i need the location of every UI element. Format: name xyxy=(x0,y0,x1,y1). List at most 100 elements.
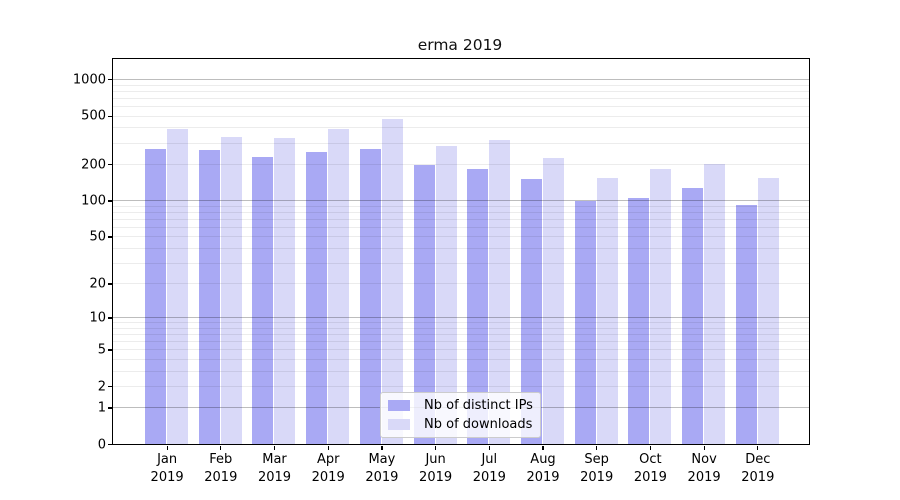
y-tick-mark xyxy=(108,444,112,446)
bar-distinct-ips-sep xyxy=(574,201,596,444)
y-tick-mark xyxy=(108,407,112,409)
minor-gridline xyxy=(113,142,809,144)
bar-downloads-oct xyxy=(650,169,672,444)
bar-downloads-mar xyxy=(274,137,296,444)
minor-gridline xyxy=(113,226,809,228)
x-tick-mark xyxy=(649,446,652,451)
minor-gridline xyxy=(113,359,809,360)
minor-gridline xyxy=(113,106,809,108)
bar-distinct-ips-aug xyxy=(520,178,542,444)
x-tick-label: Feb 2019 xyxy=(204,452,238,485)
minor-gridline xyxy=(113,205,809,207)
x-tick-mark xyxy=(220,446,222,451)
x-tick-label: Sep 2019 xyxy=(580,452,614,485)
y-tick-mark xyxy=(108,349,112,351)
bar-downloads-aug xyxy=(542,157,564,444)
legend: Nb of distinct IPs Nb of downloads xyxy=(380,392,541,438)
bar-distinct-ips-oct xyxy=(628,197,650,444)
y-tick-mark xyxy=(108,163,112,166)
x-tick-label: Oct 2019 xyxy=(633,452,667,485)
bar-distinct-ips-jun xyxy=(413,164,435,444)
y-tick-mark xyxy=(108,317,112,319)
x-tick-mark xyxy=(703,446,705,451)
bar-downloads-apr xyxy=(328,128,350,444)
minor-gridline xyxy=(113,97,809,99)
minor-gridline xyxy=(113,247,809,249)
minor-gridline xyxy=(113,127,809,129)
minor-gridline xyxy=(113,163,809,165)
minor-gridline xyxy=(113,115,809,117)
bar-distinct-ips-mar xyxy=(252,156,274,444)
legend-label-downloads: Nb of downloads xyxy=(424,417,533,432)
legend-label-distinct-ips: Nb of distinct IPs xyxy=(424,398,533,413)
minor-gridline xyxy=(113,385,809,387)
legend-entry-downloads: Nb of downloads xyxy=(388,416,533,433)
legend-swatch-distinct-ips-icon xyxy=(388,400,410,411)
bar-distinct-ips-may xyxy=(359,148,381,444)
bar-downloads-feb xyxy=(220,136,242,444)
y-tick-mark xyxy=(108,79,112,81)
x-tick-label: May 2019 xyxy=(365,452,399,485)
x-tick-mark xyxy=(435,446,437,451)
y-tick-mark xyxy=(108,236,112,238)
x-tick-label: Aug 2019 xyxy=(526,452,560,485)
x-tick-label: Jun 2019 xyxy=(419,452,453,485)
minor-gridline xyxy=(113,322,809,324)
bar-distinct-ips-jul xyxy=(467,169,489,444)
plot-area xyxy=(112,58,810,445)
chart-title: erma 2019 xyxy=(417,36,503,54)
y-tick-mark xyxy=(108,385,112,388)
bar-downloads-dec xyxy=(757,178,779,444)
bar-distinct-ips-apr xyxy=(306,151,328,444)
x-tick-mark xyxy=(273,446,276,451)
minor-gridline xyxy=(113,349,809,351)
y-tick-label: 100 xyxy=(81,193,106,209)
minor-gridline xyxy=(113,327,809,329)
major-gridline xyxy=(113,79,809,81)
x-tick-mark xyxy=(757,446,759,451)
x-tick-label: Mar 2019 xyxy=(257,452,292,485)
y-tick-label: 500 xyxy=(81,108,106,124)
minor-gridline xyxy=(113,283,809,285)
x-tick-mark xyxy=(381,446,383,451)
x-tick-mark xyxy=(488,446,490,451)
bar-distinct-ips-feb xyxy=(198,150,220,444)
y-tick-label: 2 xyxy=(97,379,106,395)
y-tick-mark xyxy=(108,283,112,285)
minor-gridline xyxy=(113,370,809,372)
y-tick-label: 10 xyxy=(89,310,106,326)
minor-gridline xyxy=(113,262,809,264)
bar-downloads-jun xyxy=(435,146,457,444)
minor-gridline xyxy=(113,236,809,238)
bar-downloads-sep xyxy=(596,177,618,444)
x-tick-label: Nov 2019 xyxy=(687,452,721,485)
bar-distinct-ips-dec xyxy=(735,205,757,444)
bar-downloads-may xyxy=(381,118,403,444)
x-tick-label: Dec 2019 xyxy=(741,452,775,485)
bar-downloads-jul xyxy=(489,140,511,444)
minor-gridline xyxy=(113,90,809,92)
y-tick-label: 200 xyxy=(81,157,106,173)
x-tick-mark xyxy=(327,446,329,451)
minor-gridline xyxy=(113,211,809,213)
x-tick-mark xyxy=(166,446,168,451)
y-tick-label: 50 xyxy=(89,229,106,245)
y-tick-label: 1000 xyxy=(72,72,106,88)
legend-swatch-downloads-icon xyxy=(388,419,410,430)
minor-gridline xyxy=(113,218,809,220)
minor-gridline xyxy=(113,84,809,86)
y-tick-label: 5 xyxy=(97,342,106,358)
major-gridline xyxy=(113,200,809,202)
x-tick-mark xyxy=(596,446,598,451)
x-tick-label: Jan 2019 xyxy=(150,452,184,485)
major-gridline xyxy=(113,317,809,319)
y-tick-label: 20 xyxy=(89,276,106,292)
bar-downloads-jan xyxy=(167,128,188,444)
x-tick-label: Jul 2019 xyxy=(472,452,506,485)
y-tick-mark xyxy=(108,200,112,202)
y-tick-mark xyxy=(108,115,112,117)
bar-downloads-nov xyxy=(704,164,725,444)
y-tick-label: 0 xyxy=(97,437,106,453)
x-tick-label: Apr 2019 xyxy=(311,452,345,485)
minor-gridline xyxy=(113,341,809,343)
